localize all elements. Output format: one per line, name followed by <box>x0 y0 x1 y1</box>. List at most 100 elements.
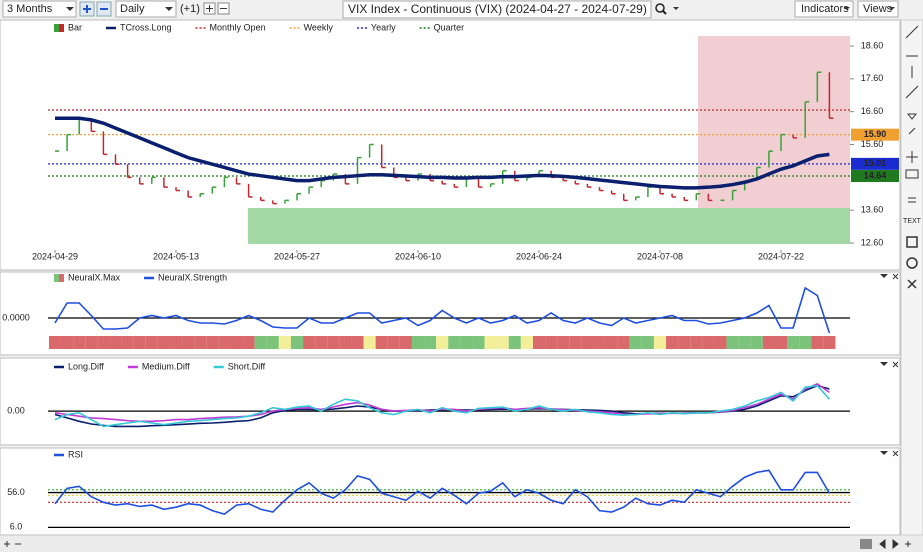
price-bar <box>356 156 362 184</box>
state-cell <box>73 336 86 349</box>
zoom-buttons[interactable] <box>4 541 21 547</box>
state-cell <box>714 336 727 349</box>
x-tick-label: 2024-07-22 <box>758 251 804 261</box>
state-cell <box>242 336 255 349</box>
price-label-box <box>851 157 899 170</box>
legend-label: Monthly Open <box>210 22 266 32</box>
legend-label: Yearly <box>371 22 396 32</box>
y-tick-label: 15.60 <box>861 139 884 149</box>
search-icon[interactable] <box>655 3 665 13</box>
state-cell <box>484 336 497 349</box>
text-tool[interactable]: TEXT <box>903 218 922 225</box>
x-tick-label: 2024-05-13 <box>153 251 199 261</box>
state-cell <box>61 336 74 349</box>
state-cell <box>109 336 122 349</box>
draw-tools[interactable] <box>905 25 919 99</box>
collapse-icon[interactable] <box>880 274 888 455</box>
state-cell <box>496 336 509 349</box>
interval-text: Daily <box>120 3 145 15</box>
scroll-thumb[interactable] <box>860 539 872 549</box>
state-cell <box>823 336 836 349</box>
price-label-box <box>851 128 899 141</box>
price-bar <box>102 131 108 156</box>
state-cell <box>799 336 812 349</box>
state-cell <box>169 336 183 349</box>
price-bar <box>731 189 737 201</box>
price-bar <box>804 101 810 138</box>
bullish-zone <box>248 208 850 244</box>
y-tick-label: 0.0000 <box>2 312 30 322</box>
x-tick-label: 2024-07-08 <box>637 251 683 261</box>
views-button[interactable] <box>857 0 899 18</box>
rect-tool[interactable] <box>906 236 918 248</box>
dropdown-icon <box>889 7 895 10</box>
y-tick-label: 12.60 <box>861 237 884 247</box>
price-bar <box>622 193 628 202</box>
search-handle <box>662 10 667 15</box>
state-cell <box>85 336 98 349</box>
x-tick-label: 2024-04-29 <box>32 251 78 261</box>
series-line <box>54 286 831 334</box>
toolbar: 3 Months Daily (+1) VIX Index - Continuo… <box>0 0 923 19</box>
side-toolbar: TEXT <box>900 19 923 536</box>
views-text: Views <box>863 3 893 15</box>
state-cell <box>702 336 715 349</box>
legend-swatch <box>54 274 59 282</box>
series-line <box>54 384 830 428</box>
state-cell <box>617 336 630 349</box>
y-tick-label: 56.0 <box>7 487 25 497</box>
price-bar <box>126 164 132 179</box>
state-cell <box>194 336 207 349</box>
state-cell <box>641 336 654 349</box>
bearish-zone <box>698 36 850 208</box>
price-label: 15.90 <box>864 129 887 139</box>
range-select[interactable] <box>2 0 77 18</box>
state-cell <box>508 336 521 349</box>
state-cell <box>315 336 328 349</box>
state-cell <box>738 336 751 349</box>
price-bar <box>816 71 822 102</box>
draw-tools[interactable] <box>905 113 919 203</box>
price-bar <box>768 150 773 168</box>
state-cell <box>48 336 62 349</box>
price-bar <box>368 143 374 158</box>
indicators-button[interactable] <box>794 0 854 18</box>
price-bar <box>223 176 229 188</box>
series-line <box>55 116 830 190</box>
state-cell <box>351 336 364 349</box>
state-cell <box>206 336 219 349</box>
price-bar <box>610 190 616 195</box>
close-icon[interactable] <box>892 273 899 457</box>
price-bar <box>272 200 277 205</box>
x-tick-label: 2024-06-10 <box>395 251 441 261</box>
price-bar <box>489 183 495 188</box>
legend-label: Medium.Diff <box>142 361 190 371</box>
price-bar <box>247 183 253 198</box>
y-tick-label: 13.60 <box>861 205 884 215</box>
state-cell <box>774 336 788 349</box>
symbol-box[interactable] <box>342 0 652 19</box>
legend-label: NeuralX.Strength <box>158 272 227 282</box>
interval-select[interactable] <box>115 0 177 18</box>
series-line <box>54 469 831 516</box>
y-tick-label: 6.0 <box>10 522 23 532</box>
delete-tool[interactable] <box>907 279 917 289</box>
state-cell <box>254 336 267 349</box>
state-cell <box>532 336 546 349</box>
price-bar <box>574 180 580 185</box>
state-cell <box>121 336 134 349</box>
circle-tool[interactable] <box>906 257 918 269</box>
y-tick-label: 18.60 <box>861 40 884 50</box>
legend-swatch <box>59 24 64 32</box>
price-bar <box>828 72 834 119</box>
state-cell <box>182 336 195 349</box>
state-cell <box>145 336 158 349</box>
scrollbar <box>0 536 923 552</box>
offset-text: (+1) <box>180 3 200 15</box>
panel-close-icons <box>880 273 899 457</box>
state-cell <box>666 336 679 349</box>
state-cell <box>230 336 243 349</box>
price-bar <box>187 190 193 198</box>
scroll-buttons[interactable] <box>879 538 911 550</box>
